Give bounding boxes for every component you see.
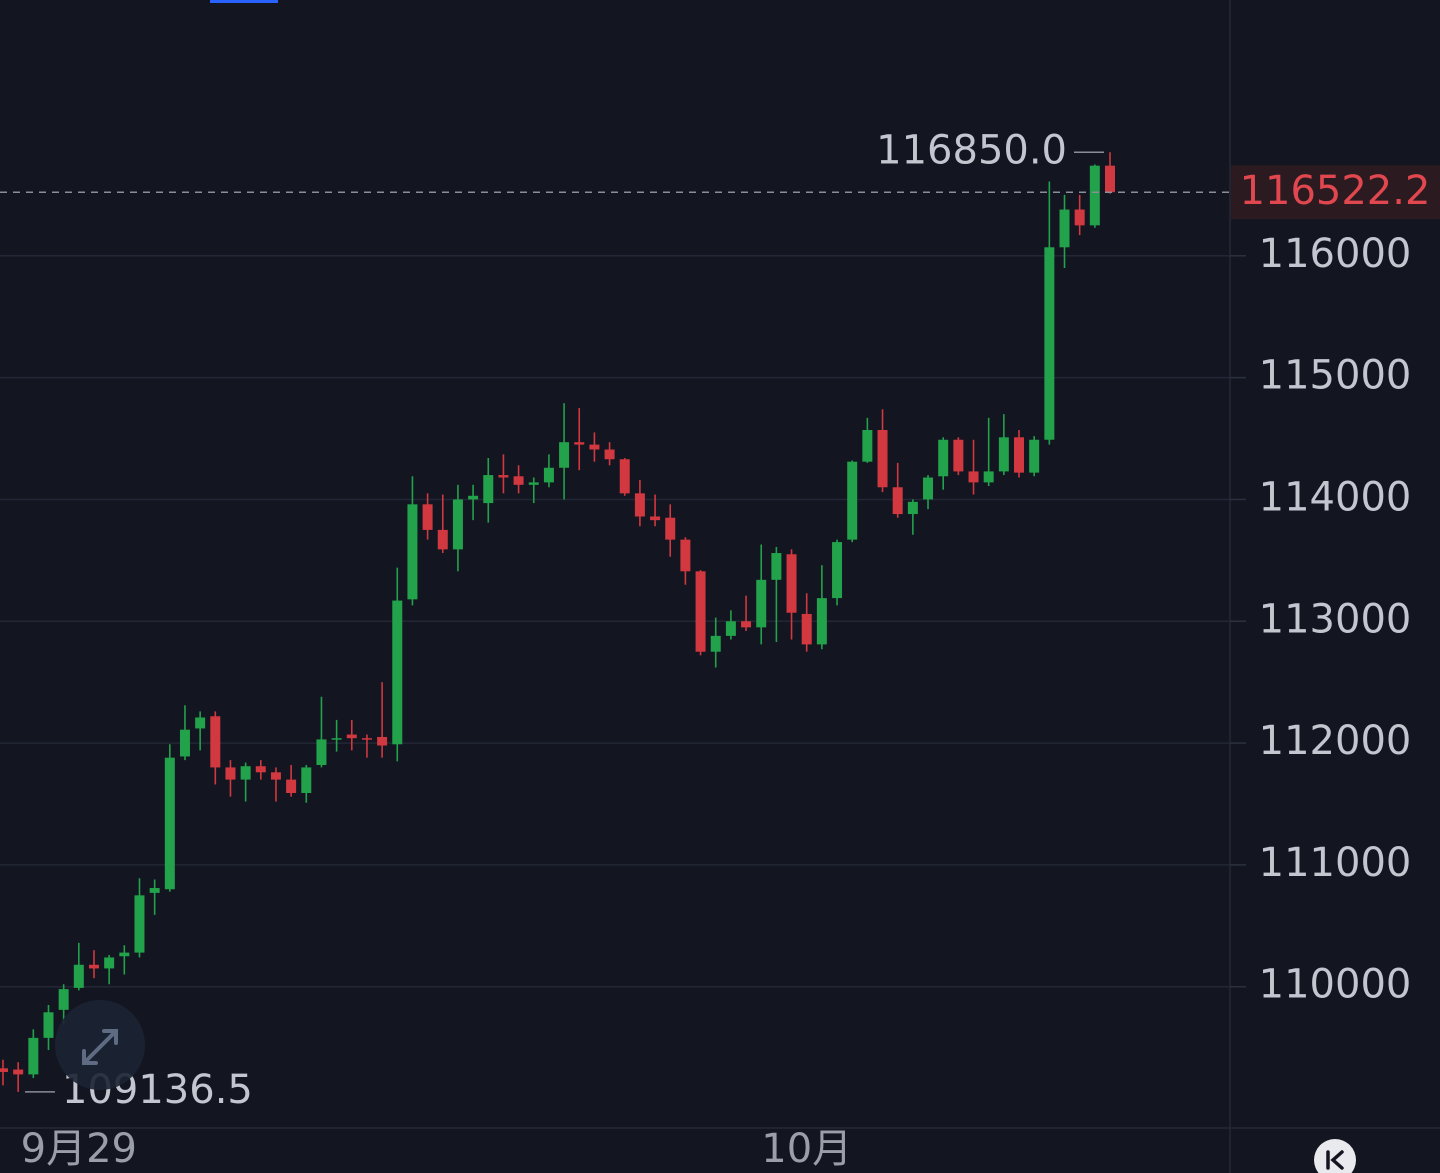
candle-body — [877, 430, 888, 488]
last-price-box — [1231, 165, 1440, 220]
expand-icon[interactable] — [82, 1029, 118, 1065]
candle-body — [331, 738, 342, 740]
candle-body — [680, 539, 691, 572]
candle-body — [574, 442, 585, 445]
candle-body — [543, 467, 554, 483]
candle-body — [968, 471, 979, 483]
candle-body — [58, 989, 69, 1010]
candle-body — [710, 635, 721, 652]
candle-body — [240, 766, 251, 780]
candle-body — [195, 717, 206, 729]
candle-body — [1014, 437, 1025, 473]
candle-body — [0, 1068, 8, 1072]
candle-body — [437, 529, 448, 550]
candle-body — [301, 767, 312, 794]
candle-body — [407, 504, 418, 600]
candle-body — [938, 439, 949, 477]
candle-body — [650, 516, 661, 521]
x-tick-label: 9月29 — [21, 1126, 137, 1172]
candle-body — [756, 579, 767, 628]
candle-body — [786, 554, 797, 613]
candle-body — [149, 888, 160, 893]
candle-body — [998, 437, 1009, 472]
candle-body — [422, 504, 433, 530]
y-tick-label: 115000 — [1259, 353, 1412, 399]
candle-body — [665, 517, 676, 540]
candle-body — [559, 442, 570, 468]
candle-body — [1074, 209, 1085, 226]
y-tick-label: 110000 — [1259, 962, 1412, 1008]
candle-body — [695, 571, 706, 652]
grid: 110000 111000 112000 113000 114000 115000 1160… — [0, 231, 1411, 1172]
candle-body — [847, 461, 858, 540]
candle-body — [179, 729, 190, 757]
candle-body — [604, 449, 615, 460]
y-tick-label: 113000 — [1259, 596, 1412, 642]
scroll-icon[interactable] — [1326, 1150, 1344, 1170]
candle-body — [392, 600, 403, 745]
y-tick-label: 112000 — [1259, 718, 1412, 764]
y-tick-label: 111000 — [1259, 840, 1412, 886]
candle-body — [28, 1037, 39, 1075]
candle-body — [88, 964, 99, 969]
candle-body — [134, 895, 145, 953]
candle-body — [907, 501, 918, 515]
candle-body — [923, 477, 934, 500]
candle-body — [73, 964, 84, 988]
candles — [0, 152, 1115, 1092]
candle-body — [1029, 439, 1040, 473]
candle-body — [316, 739, 327, 765]
candle-body — [801, 613, 812, 645]
candle-body — [13, 1069, 24, 1075]
candle-body — [483, 475, 494, 504]
candle-body — [225, 767, 236, 780]
x-tick-label: 10月 — [761, 1126, 852, 1172]
candle-body — [589, 444, 600, 450]
candle-body — [164, 757, 175, 890]
candle-body — [1044, 247, 1055, 440]
scroll-to-start-button[interactable] — [1314, 1139, 1356, 1173]
candle-body — [832, 542, 843, 599]
candle-body — [741, 621, 752, 628]
last-price-label: 116522.2 — [1240, 168, 1431, 214]
candle-body — [361, 738, 372, 740]
y-tick-label: 116000 — [1259, 231, 1412, 277]
candle-body — [1059, 209, 1070, 248]
candle-body — [210, 716, 221, 768]
candle-body — [104, 957, 115, 969]
candle-body — [346, 734, 357, 739]
candle-body — [513, 476, 524, 485]
candle-body — [286, 779, 297, 794]
candle-body — [270, 772, 281, 780]
candle-body — [862, 430, 873, 462]
y-tick-label: 114000 — [1259, 474, 1412, 520]
candle-body — [528, 482, 539, 485]
candle-body — [634, 493, 645, 517]
candle-body — [498, 475, 509, 478]
candle-body — [892, 487, 903, 515]
candle-body — [468, 495, 479, 500]
candle-body — [953, 439, 964, 472]
candle-body — [119, 952, 130, 957]
candle-body — [377, 736, 388, 746]
candle-body — [452, 499, 463, 550]
candle-body — [619, 459, 630, 494]
candle-body — [725, 621, 736, 636]
candle-body — [255, 766, 266, 773]
candle-body — [1105, 165, 1115, 193]
tab-indicator — [210, 0, 278, 3]
candle-body — [983, 471, 994, 483]
candle-body — [1089, 165, 1100, 226]
candle-body — [43, 1012, 54, 1038]
candle-body — [771, 553, 782, 580]
candle-body — [816, 598, 827, 645]
high-annotation-label: 116850.0 — [876, 127, 1067, 173]
expand-button[interactable] — [55, 1000, 145, 1090]
